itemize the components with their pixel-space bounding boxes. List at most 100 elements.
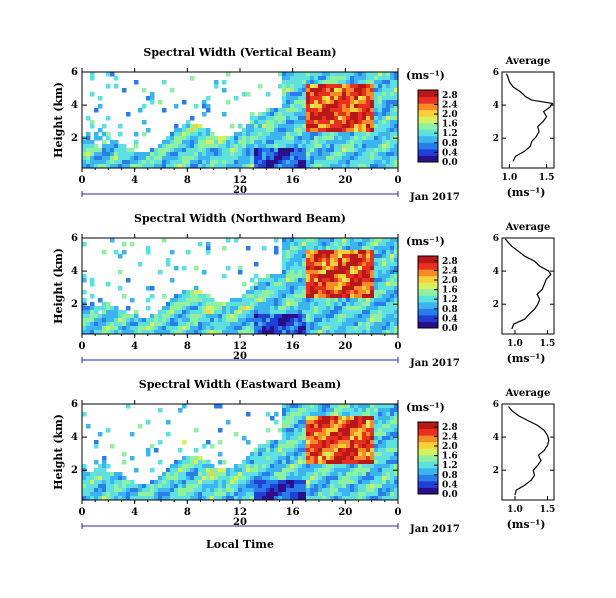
heatmap-cell: [190, 472, 195, 477]
heatmap-cell: [254, 310, 259, 315]
heatmap-cell: [206, 476, 211, 481]
heatmap-cell: [374, 488, 379, 493]
heatmap-cell: [110, 144, 115, 149]
heatmap-cell: [366, 144, 371, 149]
heatmap-cell: [114, 472, 119, 477]
heatmap-cell: [338, 428, 343, 433]
heatmap-cell: [198, 326, 203, 331]
heatmap-cell: [246, 128, 251, 133]
heatmap-cell: [302, 444, 307, 449]
heatmap-cell: [246, 456, 251, 461]
heatmap-cell: [338, 148, 343, 153]
heatmap-cell: [378, 432, 383, 437]
heatmap-cell: [282, 108, 287, 113]
heatmap-cell: [170, 140, 175, 145]
heatmap-cell: [298, 238, 303, 243]
heatmap-cell: [350, 412, 355, 417]
heatmap-cell: [366, 448, 371, 453]
heatmap-cell: [350, 294, 355, 299]
heatmap-cell: [266, 452, 271, 457]
heatmap-cell: [194, 306, 199, 311]
heatmap-cell: [350, 108, 355, 113]
heatmap-cell: [310, 242, 315, 247]
heatmap-cell: [274, 286, 279, 291]
heatmap-cell: [346, 460, 351, 465]
heatmap-cell: [370, 488, 375, 493]
heatmap-cell: [154, 318, 159, 323]
heatmap-cell: [346, 286, 351, 291]
average-xlabel: (ms⁻¹): [507, 518, 546, 531]
heatmap-cell: [310, 318, 315, 323]
heatmap-cell: [162, 476, 167, 481]
heatmap-cell: [362, 286, 367, 291]
heatmap-cell: [90, 72, 95, 77]
panel-title: Spectral Width (Northward Beam): [134, 212, 346, 225]
colorbar-swatch: [418, 301, 438, 309]
heatmap-cell: [342, 472, 347, 477]
heatmap-cell: [378, 164, 383, 169]
heatmap-cell: [370, 148, 375, 153]
heatmap-cell: [222, 160, 227, 165]
heatmap-cell: [178, 472, 183, 477]
heatmap-cell: [310, 76, 315, 81]
day-bar-label: 20: [233, 351, 247, 362]
heatmap-cell: [102, 156, 107, 161]
heatmap-cell: [358, 464, 363, 469]
heatmap-cell: [102, 306, 107, 311]
heatmap-cell: [90, 144, 95, 149]
heatmap-cell: [390, 152, 395, 157]
heatmap-cell: [374, 144, 379, 149]
heatmap-cell: [382, 278, 387, 283]
heatmap-cell: [382, 84, 387, 89]
heatmap-cell: [326, 140, 331, 145]
heatmap-cell: [186, 468, 191, 473]
heatmap-cell: [370, 476, 375, 481]
heatmap-cell: [178, 160, 183, 165]
heatmap-cell: [86, 476, 91, 481]
heatmap-cell: [354, 72, 359, 77]
heatmap-cell: [82, 472, 87, 477]
heatmap-cell: [326, 476, 331, 481]
heatmap-cell: [342, 326, 347, 331]
heatmap-cell: [346, 140, 351, 145]
heatmap-cell: [138, 164, 143, 169]
heatmap-cell: [314, 160, 319, 165]
heatmap-cell: [318, 132, 323, 137]
heatmap-cell: [334, 266, 339, 271]
heatmap-cell: [370, 160, 375, 165]
heatmap-cell: [94, 144, 99, 149]
heatmap-cell: [326, 492, 331, 497]
heatmap-cell: [382, 80, 387, 85]
heatmap-cell: [282, 160, 287, 165]
heatmap-cell: [302, 488, 307, 493]
heatmap-cell: [390, 76, 395, 81]
heatmap-cell: [366, 330, 371, 335]
heatmap-cell: [326, 302, 331, 307]
heatmap-cell: [146, 488, 151, 493]
heatmap-cell: [86, 472, 91, 477]
heatmap-cell: [302, 302, 307, 307]
heatmap-cell: [350, 460, 355, 465]
heatmap-cell: [186, 136, 191, 141]
heatmap-cell: [282, 330, 287, 335]
heatmap-cell: [270, 274, 275, 279]
heatmap-cell: [294, 156, 299, 161]
heatmap-cell: [394, 250, 399, 255]
heatmap-cell: [350, 140, 355, 145]
heatmap-cell: [262, 496, 267, 501]
heatmap-cell: [290, 456, 295, 461]
heatmap-cell: [102, 132, 107, 137]
heatmap-cell: [182, 100, 187, 105]
heatmap-cell: [326, 330, 331, 335]
heatmap-cell: [178, 164, 183, 169]
heatmap-cell: [98, 326, 103, 331]
heatmap-cell: [338, 318, 343, 323]
heatmap-cell: [366, 452, 371, 457]
heatmap-cell: [182, 326, 187, 331]
heatmap-cell: [346, 100, 351, 105]
heatmap-cell: [354, 436, 359, 441]
heatmap-cell: [370, 88, 375, 93]
heatmap-cell: [178, 302, 183, 307]
heatmap-cell: [306, 488, 311, 493]
colorbar-tick-label: 2.8: [442, 91, 458, 101]
